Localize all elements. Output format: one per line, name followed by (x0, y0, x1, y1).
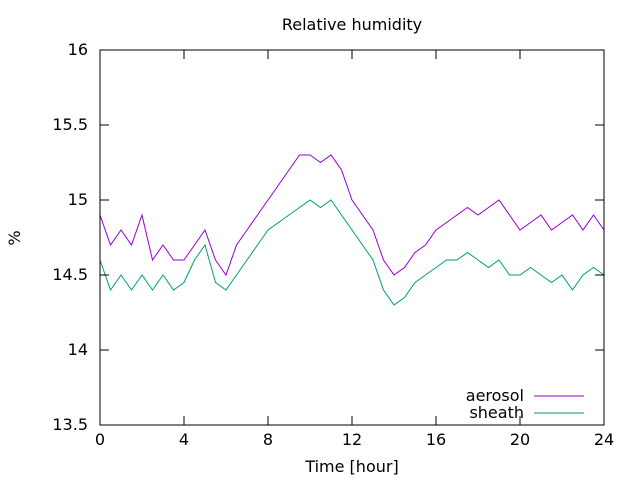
y-tick-label: 15 (68, 190, 88, 209)
legend-label-sheath: sheath (469, 403, 524, 422)
y-tick-label: 15.5 (52, 115, 88, 134)
legend: aerosol sheath (466, 386, 584, 422)
x-tick-label: 4 (179, 430, 189, 449)
x-axis-label: Time [hour] (304, 457, 398, 476)
y-axis-label: % (5, 230, 24, 245)
x-tick-label: 0 (95, 430, 105, 449)
y-tick-label: 16 (68, 40, 88, 59)
x-tick-label: 24 (594, 430, 614, 449)
chart-title: Relative humidity (282, 15, 422, 34)
x-tick-label: 16 (426, 430, 446, 449)
legend-label-aerosol: aerosol (466, 386, 524, 405)
x-tick-label: 20 (510, 430, 530, 449)
plot-frame (99, 49, 605, 426)
x-tick-label: 12 (342, 430, 362, 449)
series-layer (99, 154, 605, 306)
series-line-aerosol (99, 154, 605, 277)
y-tick-label: 13.5 (52, 415, 88, 434)
tick-layer: 0 4 8 12 16 20 24 13.5 14 14.5 15 15.5 16 (52, 40, 614, 449)
y-tick-label: 14.5 (52, 265, 88, 284)
x-tick-label: 8 (263, 430, 273, 449)
series-line-sheath (99, 199, 605, 306)
y-tick-label: 14 (68, 340, 88, 359)
